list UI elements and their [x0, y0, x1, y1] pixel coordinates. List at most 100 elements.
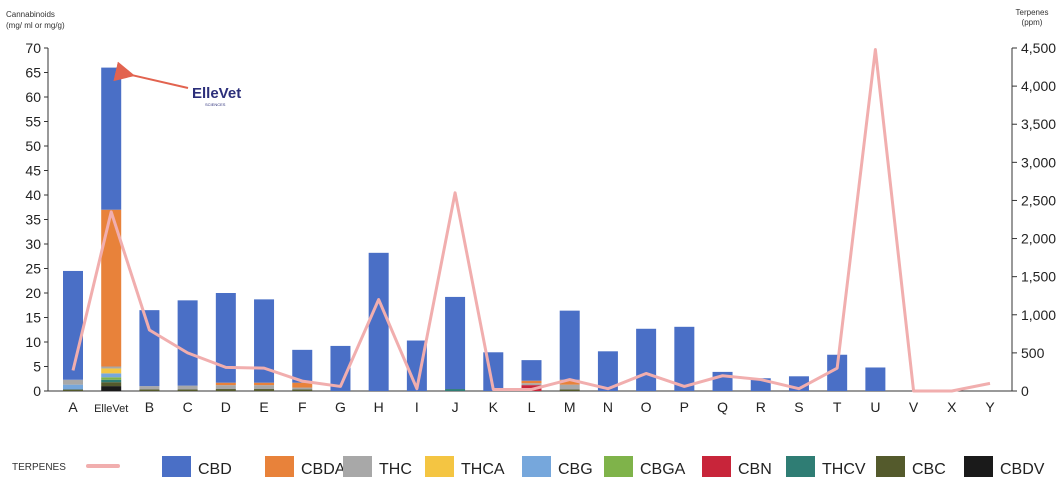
- bar-cbd: [674, 327, 694, 391]
- x-tick-label: X: [947, 399, 957, 415]
- right-tick-label: 500: [1021, 345, 1045, 361]
- left-tick-label: 5: [33, 359, 41, 375]
- left-axis-title: Cannabinoids: [6, 10, 55, 19]
- bar-cbdv: [101, 386, 121, 391]
- bar-cbd: [865, 367, 885, 391]
- bar-cbd: [369, 253, 389, 391]
- bar-cbd: [139, 310, 159, 386]
- bar-stack: [445, 297, 465, 391]
- bar-cbc: [139, 390, 159, 391]
- x-tick-label: S: [794, 399, 803, 415]
- x-tick-label: M: [564, 399, 576, 415]
- x-tick-label: K: [489, 399, 499, 415]
- legend-swatch-cbda: [265, 456, 294, 477]
- bar-thca: [101, 368, 121, 373]
- right-tick-label: 3,000: [1021, 154, 1056, 170]
- legend-swatch-cbn: [702, 456, 731, 477]
- left-tick-label: 70: [25, 40, 41, 56]
- bar-stack: [63, 271, 83, 391]
- legend-swatch-thcv: [786, 456, 815, 477]
- legend-label-thca: THCA: [461, 461, 505, 478]
- left-tick-label: 45: [25, 163, 41, 179]
- bar-cbd: [522, 360, 542, 381]
- x-tick-label: A: [68, 399, 78, 415]
- bar-cbda: [216, 383, 236, 385]
- legend-swatch-cbc: [876, 456, 905, 477]
- legend-label-cbg: CBG: [558, 461, 593, 478]
- legend-label-thcv: THCV: [822, 461, 866, 478]
- bar-cbda: [254, 383, 274, 385]
- bar-cbc: [101, 382, 121, 386]
- left-tick-label: 35: [25, 212, 41, 228]
- legend-swatch-cbg: [522, 456, 551, 477]
- left-tick-label: 55: [25, 114, 41, 130]
- left-tick-label: 60: [25, 89, 41, 105]
- left-tick-label: 25: [25, 261, 41, 277]
- x-tick-label: Q: [717, 399, 728, 415]
- bar-thc: [560, 385, 580, 390]
- x-tick-label: R: [756, 399, 766, 415]
- bar-cbc: [178, 390, 198, 391]
- bar-stack: [178, 300, 198, 391]
- legend-terpenes-label: TERPENES: [12, 462, 66, 473]
- x-tick-label: L: [528, 399, 536, 415]
- legend-swatch-thca: [425, 456, 454, 477]
- bar-cbc: [560, 390, 580, 391]
- right-tick-label: 1,500: [1021, 269, 1056, 285]
- x-tick-label: I: [415, 399, 419, 415]
- bar-cbc: [254, 389, 274, 391]
- bar-stack: [139, 310, 159, 391]
- legend-label-cbc: CBC: [912, 461, 946, 478]
- x-tick-label: V: [909, 399, 919, 415]
- bar-stack: [674, 327, 694, 391]
- left-tick-label: 20: [25, 285, 41, 301]
- ellevet-logo-subtext: SCIENCES: [205, 102, 226, 107]
- x-tick-label: G: [335, 399, 346, 415]
- bar-cbda: [522, 381, 542, 383]
- x-tick-label: ElleVet: [94, 403, 128, 415]
- bar-thc: [254, 385, 274, 389]
- right-tick-label: 4,500: [1021, 40, 1056, 56]
- left-tick-label: 30: [25, 236, 41, 252]
- x-tick-label: Y: [985, 399, 995, 415]
- x-tick-label: P: [680, 399, 689, 415]
- bar-cbga: [101, 377, 121, 379]
- axes-layer: 051015202530354045505560657005001,0001,5…: [6, 8, 1056, 415]
- left-tick-label: 50: [25, 138, 41, 154]
- legend-label-cbd: CBD: [198, 461, 232, 478]
- bars-layer: [63, 68, 885, 391]
- bar-thc: [139, 386, 159, 389]
- bar-stack: [254, 299, 274, 391]
- annotation-arrow: [131, 75, 188, 88]
- right-tick-label: 1,000: [1021, 307, 1056, 323]
- x-tick-label: U: [870, 399, 880, 415]
- x-tick-label: J: [452, 399, 459, 415]
- bar-thcv: [445, 389, 465, 391]
- right-tick-label: 2,500: [1021, 192, 1056, 208]
- left-tick-label: 0: [33, 383, 41, 399]
- right-axis-title: (ppm): [1022, 18, 1043, 27]
- right-tick-label: 3,500: [1021, 116, 1056, 132]
- left-tick-label: 10: [25, 334, 41, 350]
- bar-stack: [369, 253, 389, 391]
- legend-label-cbda: CBDA: [301, 461, 346, 478]
- x-tick-label: D: [221, 399, 231, 415]
- right-tick-label: 4,000: [1021, 78, 1056, 94]
- x-tick-label: O: [641, 399, 652, 415]
- left-tick-label: 15: [25, 310, 41, 326]
- bar-cbc: [216, 389, 236, 391]
- bar-thc: [522, 383, 542, 385]
- bar-cbd: [445, 297, 465, 389]
- x-tick-label: E: [259, 399, 268, 415]
- bar-stack: [292, 350, 312, 391]
- x-tick-label: T: [833, 399, 842, 415]
- legend-label-cbn: CBN: [738, 461, 772, 478]
- bar-cbc: [292, 390, 312, 391]
- bar-thc: [292, 388, 312, 390]
- legend-swatch-cbd: [162, 456, 191, 477]
- bar-cbd: [178, 300, 198, 385]
- x-tick-label: H: [374, 399, 384, 415]
- x-tick-label: C: [183, 399, 193, 415]
